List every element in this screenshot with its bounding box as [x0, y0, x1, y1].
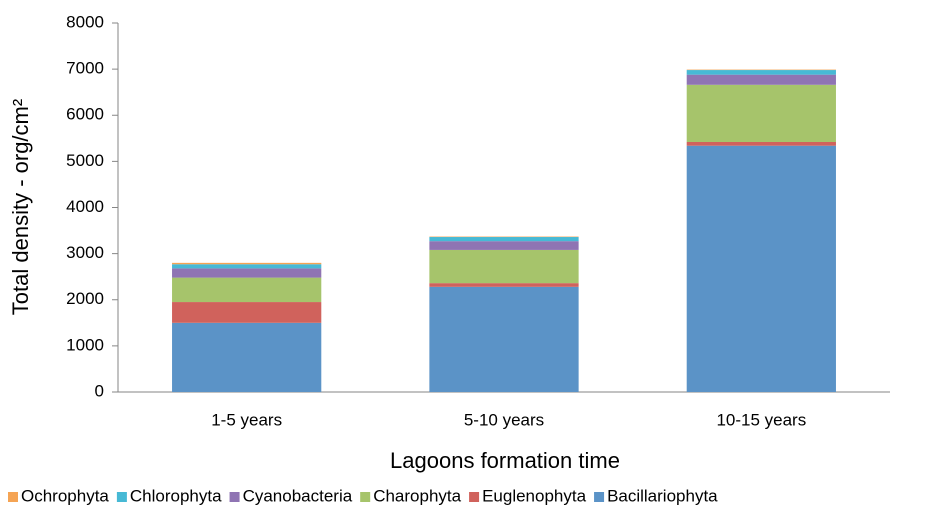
bar-segment — [686, 70, 836, 75]
legend-label: Bacillariophyta — [607, 486, 718, 505]
bar-segment — [686, 142, 836, 146]
legend-label: Cyanobacteria — [243, 486, 353, 505]
legend-swatch — [360, 492, 371, 502]
y-tick-label: 7000 — [66, 59, 104, 78]
legend-swatch — [469, 492, 480, 502]
y-tick-label: 6000 — [66, 105, 104, 124]
x-tick-label: 5-10 years — [464, 410, 544, 429]
legend-swatch — [229, 492, 240, 502]
y-tick-label: 1000 — [66, 335, 104, 354]
bar-segment — [172, 268, 322, 278]
bar-segment — [429, 241, 579, 250]
bar-segment — [429, 237, 579, 242]
bar-segment — [429, 286, 579, 392]
y-tick-label: 8000 — [66, 12, 104, 31]
legend-label: Euglenophyta — [482, 486, 587, 505]
y-tick-label: 2000 — [66, 289, 104, 308]
x-tick-label: 1-5 years — [211, 410, 282, 429]
legend-label: Charophyta — [373, 486, 461, 505]
bar-segment — [686, 84, 836, 143]
bar-segment — [172, 302, 322, 323]
bar-segment — [172, 262, 322, 265]
bar-segment — [686, 145, 836, 392]
x-axis-title: Lagoons formation time — [390, 448, 620, 473]
legend-swatch — [594, 492, 605, 502]
y-axis-title: Total density - org/cm² — [8, 99, 33, 315]
y-tick-label: 3000 — [66, 243, 104, 262]
legend-label: Chlorophyta — [130, 486, 222, 505]
legend-swatch — [8, 492, 18, 502]
legend-label: Ochrophyta — [21, 486, 109, 505]
bar-segment — [429, 249, 579, 284]
bar-segment — [429, 283, 579, 287]
y-tick-label: 5000 — [66, 151, 104, 170]
y-tick-label: 4000 — [66, 197, 104, 216]
bar-segment — [172, 322, 322, 392]
bar-segment — [172, 277, 322, 303]
bar-segment — [172, 264, 322, 269]
y-tick-label: 0 — [95, 381, 104, 400]
legend-swatch — [116, 492, 127, 502]
x-tick-label: 10-15 years — [716, 410, 806, 429]
bar-segment — [686, 74, 836, 85]
